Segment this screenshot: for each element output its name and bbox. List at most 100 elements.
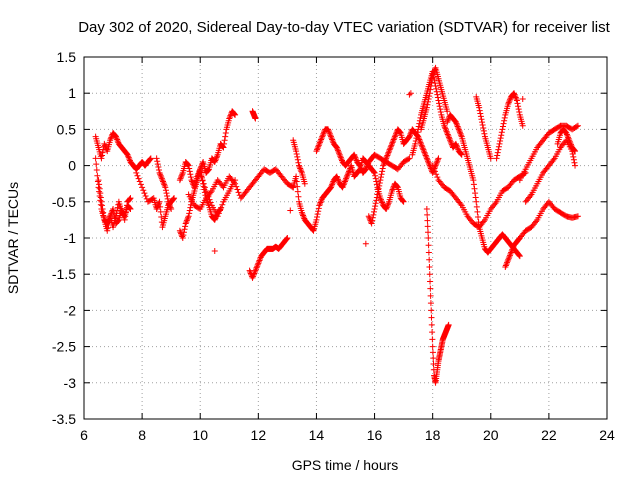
data-point: [171, 195, 178, 202]
data-point: [99, 149, 106, 156]
data-point: [368, 220, 375, 227]
data-point: [250, 271, 257, 278]
data-point: [334, 145, 341, 152]
data-point: [416, 136, 423, 143]
data-point: [230, 110, 237, 117]
data-point: [95, 177, 102, 184]
data-point: [504, 258, 511, 265]
data-point: [357, 164, 364, 171]
data-point: [219, 143, 226, 150]
data-point: [226, 114, 233, 121]
data-point: [252, 267, 259, 274]
data-point: [122, 209, 129, 216]
data-point: [362, 166, 369, 173]
data-point: [301, 180, 308, 187]
data-point: [184, 216, 191, 223]
data-point: [334, 147, 341, 154]
data-point: [413, 132, 420, 139]
data-point: [160, 178, 167, 185]
data-point: [406, 155, 413, 162]
data-point: [506, 96, 513, 103]
data-point: [134, 172, 141, 179]
data-point: [372, 200, 379, 207]
data-point: [563, 131, 570, 138]
data-point: [429, 336, 436, 343]
data-point: [388, 142, 395, 149]
data-point: [105, 221, 112, 228]
data-point: [92, 155, 99, 162]
data-point: [335, 148, 342, 155]
data-point: [453, 142, 460, 149]
data-point: [180, 229, 187, 236]
data-point: [570, 153, 577, 160]
data-point: [513, 95, 520, 102]
data-point: [563, 130, 570, 137]
data-point: [127, 195, 134, 202]
data-point: [425, 249, 432, 256]
data-point: [315, 142, 322, 149]
data-point: [423, 153, 430, 160]
data-point: [340, 182, 347, 189]
data-point: [384, 152, 391, 159]
data-point: [442, 125, 449, 132]
data-point: [184, 161, 191, 168]
data-point: [251, 270, 258, 277]
data-point: [372, 175, 379, 182]
data-point: [158, 175, 165, 182]
data-point: [221, 137, 228, 144]
data-point: [428, 314, 435, 321]
data-point: [373, 197, 380, 204]
x-tick-label: 10: [192, 427, 208, 443]
data-point: [378, 198, 385, 205]
chart-title: Day 302 of 2020, Sidereal Day-to-day VTE…: [78, 19, 610, 36]
data-point: [153, 155, 160, 162]
data-point: [283, 236, 290, 243]
data-point: [158, 214, 165, 221]
data-point: [293, 151, 300, 158]
data-point: [498, 132, 505, 139]
data-point: [358, 165, 365, 172]
data-point: [111, 211, 118, 218]
data-point: [319, 132, 326, 139]
data-point: [574, 213, 581, 220]
data-point: [419, 143, 426, 150]
data-point: [206, 196, 213, 203]
data-point: [435, 97, 442, 104]
data-point: [96, 188, 103, 195]
data-point: [434, 158, 441, 165]
data-point: [167, 203, 174, 210]
data-point: [336, 150, 343, 157]
data-point: [416, 120, 423, 127]
data-point: [221, 140, 228, 147]
data-point: [470, 181, 477, 188]
x-tick-label: 12: [251, 427, 267, 443]
data-point: [454, 143, 461, 150]
data-point: [412, 137, 419, 144]
data-point: [165, 200, 172, 207]
data-point: [156, 198, 163, 205]
data-point: [176, 227, 183, 234]
data-point: [110, 206, 117, 213]
data-point: [458, 132, 465, 139]
data-point: [419, 145, 426, 152]
data-point: [487, 155, 494, 162]
data-point: [571, 147, 578, 154]
x-tick-label: 18: [425, 427, 441, 443]
data-point: [314, 211, 321, 218]
data-point: [428, 307, 435, 314]
data-point: [287, 207, 294, 214]
data-point: [317, 199, 324, 206]
data-point: [472, 190, 479, 197]
data-point: [309, 227, 316, 234]
data-point: [187, 204, 194, 211]
data-point: [326, 130, 333, 137]
data-point: [392, 132, 399, 139]
y-tick-label: -3.5: [52, 411, 76, 427]
data-point: [455, 126, 462, 133]
data-point: [160, 179, 167, 186]
data-point: [115, 217, 122, 224]
data-point: [126, 195, 133, 202]
data-point: [505, 101, 512, 108]
data-point: [183, 219, 190, 226]
data-point: [341, 178, 348, 185]
